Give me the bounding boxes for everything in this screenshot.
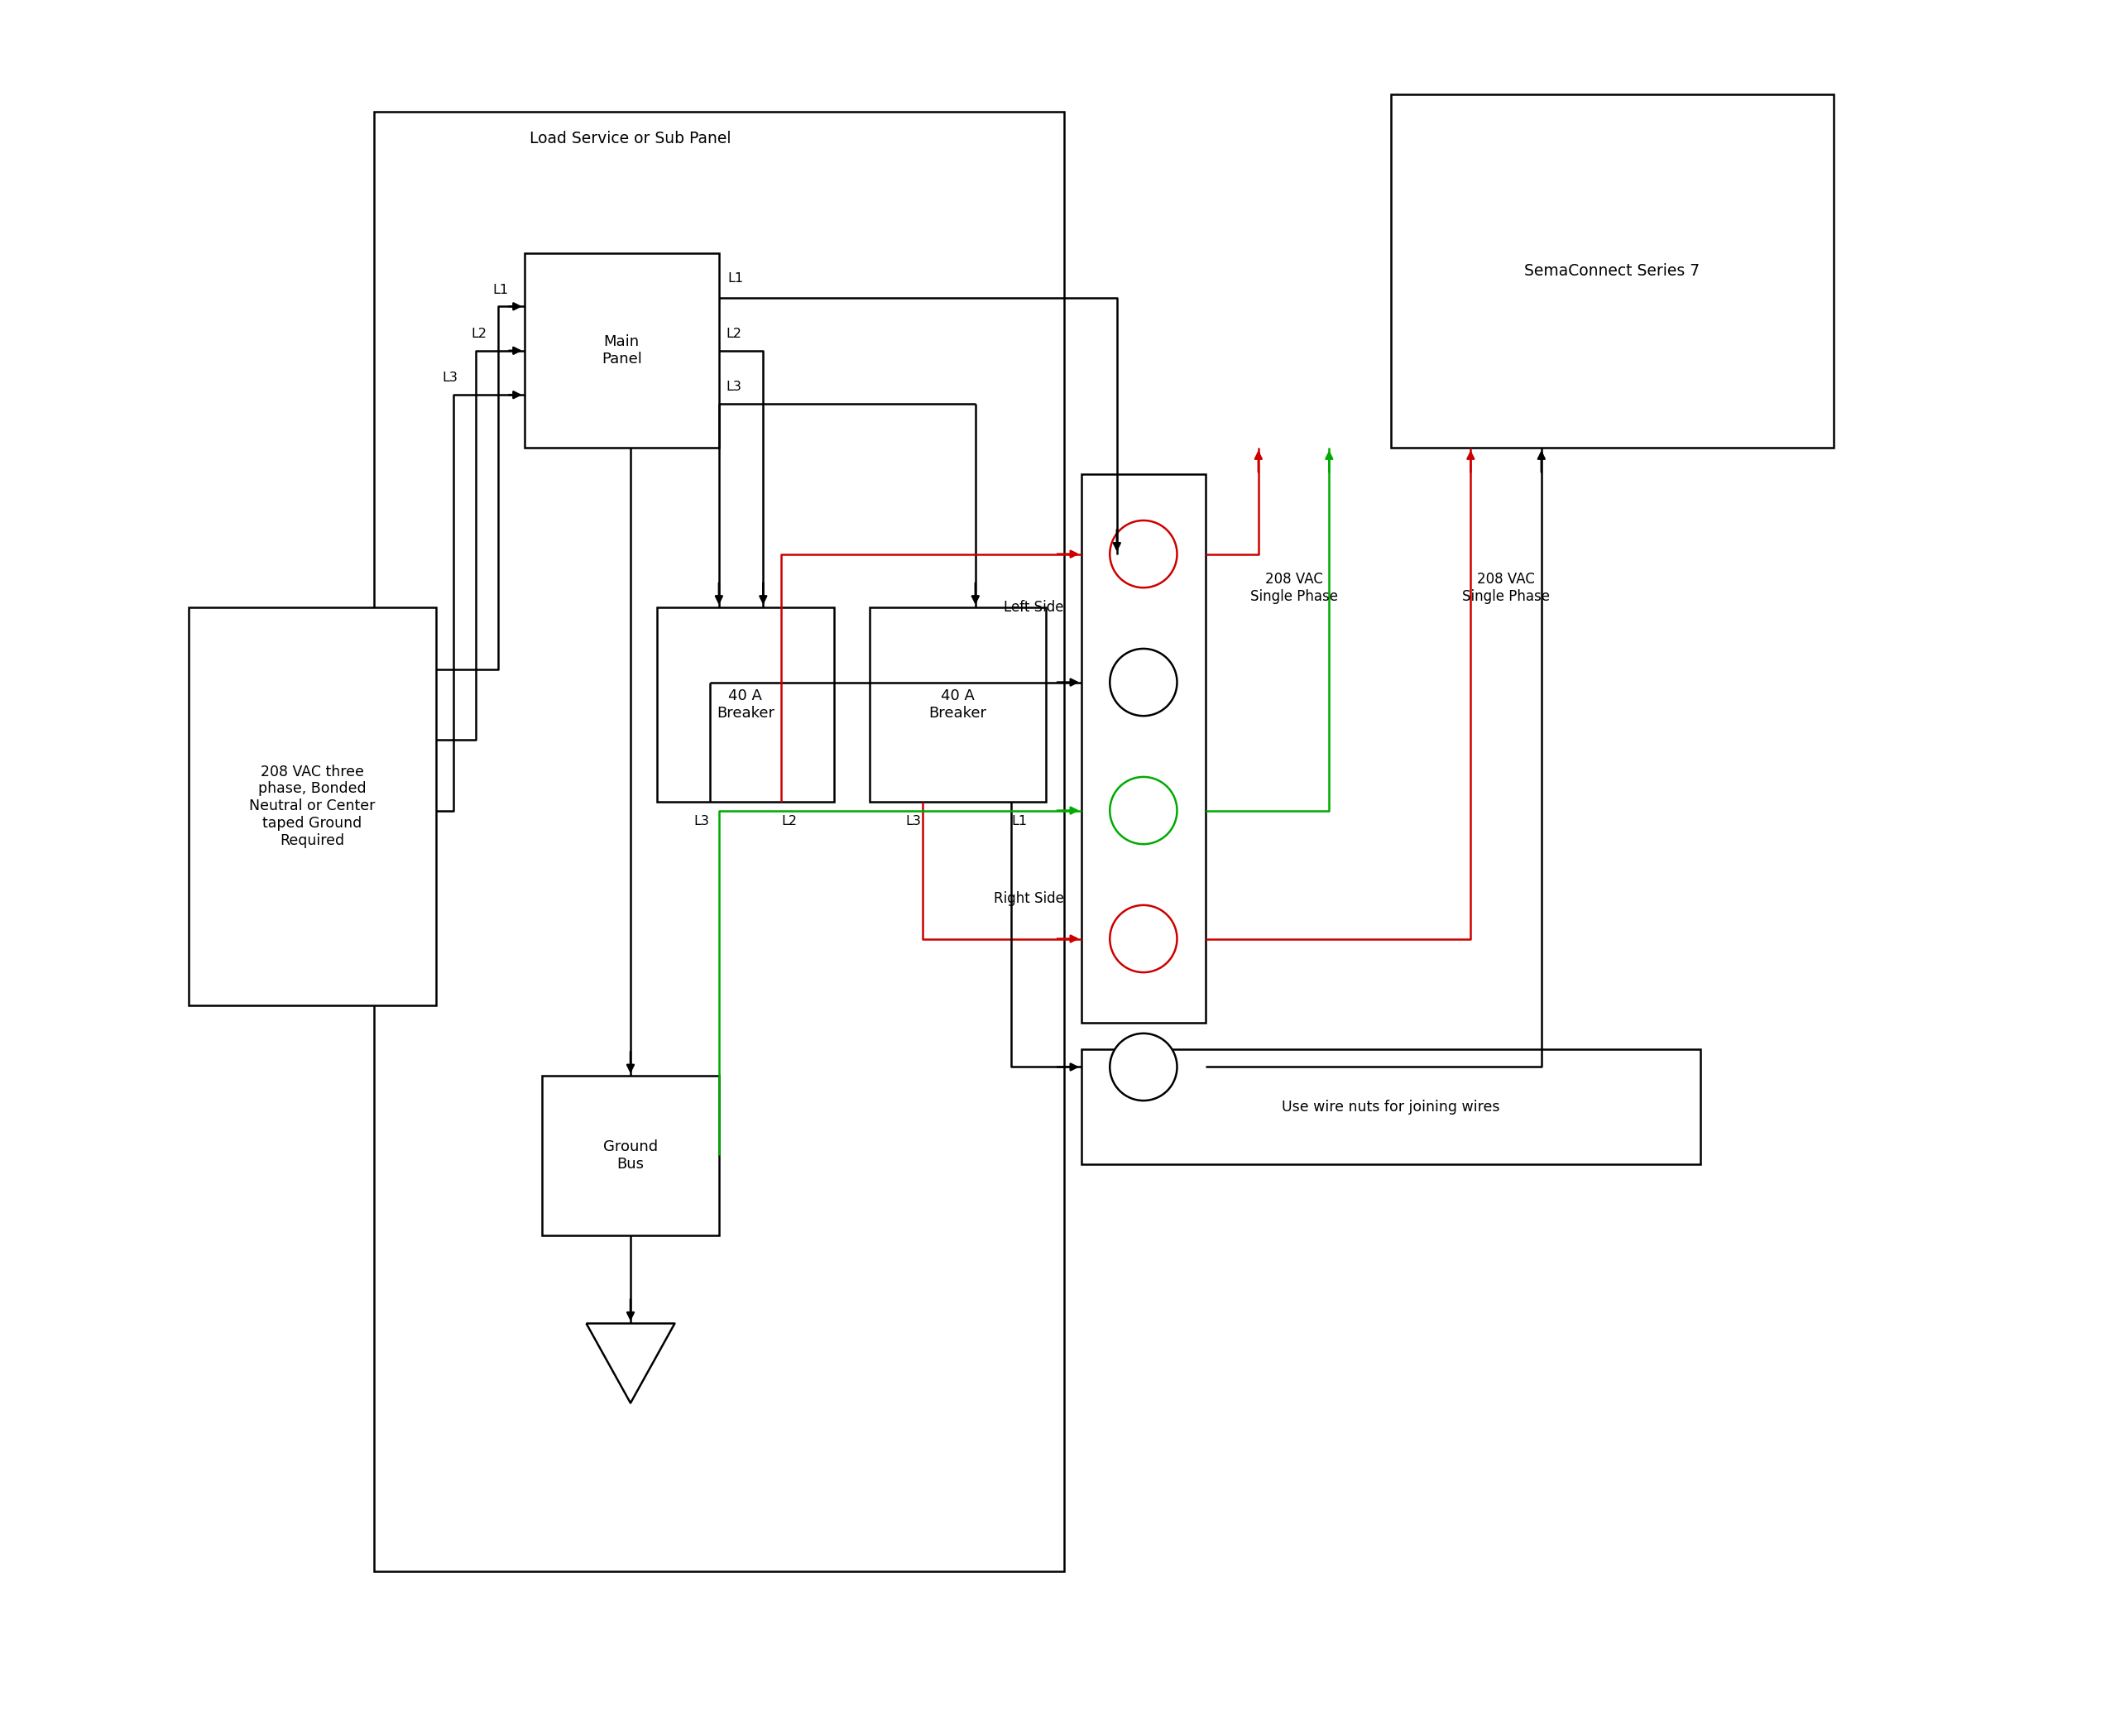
Bar — [1082, 474, 1205, 1023]
Bar — [656, 608, 833, 802]
Bar — [525, 253, 720, 448]
Text: 208 VAC
Single Phase: 208 VAC Single Phase — [1249, 571, 1338, 604]
Bar — [188, 608, 437, 1005]
Text: Main
Panel: Main Panel — [601, 335, 641, 366]
Text: L3: L3 — [443, 372, 458, 384]
Text: L1: L1 — [492, 283, 509, 295]
Text: L1: L1 — [1011, 814, 1028, 828]
Text: Use wire nuts for joining wires: Use wire nuts for joining wires — [1283, 1099, 1500, 1115]
Text: 208 VAC
Single Phase: 208 VAC Single Phase — [1462, 571, 1551, 604]
Circle shape — [1110, 649, 1177, 715]
Circle shape — [1110, 904, 1177, 972]
Text: Ground
Bus: Ground Bus — [603, 1139, 658, 1172]
Text: Left Side: Left Side — [1004, 599, 1063, 615]
Circle shape — [1110, 521, 1177, 589]
Text: Right Side: Right Side — [994, 892, 1063, 906]
Text: 40 A
Breaker: 40 A Breaker — [717, 689, 774, 720]
Text: L2: L2 — [726, 328, 743, 340]
Text: L2: L2 — [783, 814, 798, 828]
Text: 40 A
Breaker: 40 A Breaker — [928, 689, 987, 720]
Bar — [1082, 1049, 1701, 1165]
Bar — [373, 111, 1063, 1571]
Text: L1: L1 — [728, 273, 743, 285]
Bar — [1390, 94, 1834, 448]
Circle shape — [1110, 1033, 1177, 1101]
Text: SemaConnect Series 7: SemaConnect Series 7 — [1523, 264, 1701, 279]
Bar — [542, 1076, 720, 1234]
Text: L3: L3 — [726, 380, 741, 392]
Text: L2: L2 — [471, 328, 487, 340]
Text: 208 VAC three
phase, Bonded
Neutral or Center
taped Ground
Required: 208 VAC three phase, Bonded Neutral or C… — [249, 764, 376, 847]
Text: L3: L3 — [694, 814, 709, 828]
Circle shape — [1110, 778, 1177, 844]
Text: L3: L3 — [905, 814, 922, 828]
Bar — [869, 608, 1047, 802]
Text: Load Service or Sub Panel: Load Service or Sub Panel — [530, 130, 732, 146]
